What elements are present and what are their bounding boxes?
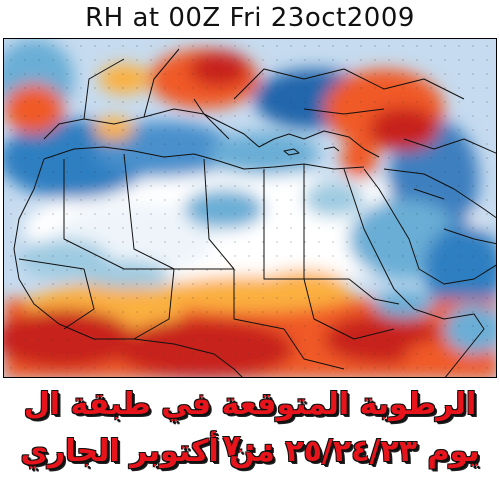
country-borders xyxy=(13,48,496,377)
caption-line-1: الرطوبة المتوقعة في طبقة ال ٧٠٠ xyxy=(23,387,477,464)
humidity-map xyxy=(3,38,497,378)
grid-dots xyxy=(4,39,496,377)
caption-line-2: يوم ٢٥/٢٤/٢٣ من أكتوبر الجاري xyxy=(20,434,480,469)
map-title: RH at 00Z Fri 23oct2009 xyxy=(85,3,415,33)
